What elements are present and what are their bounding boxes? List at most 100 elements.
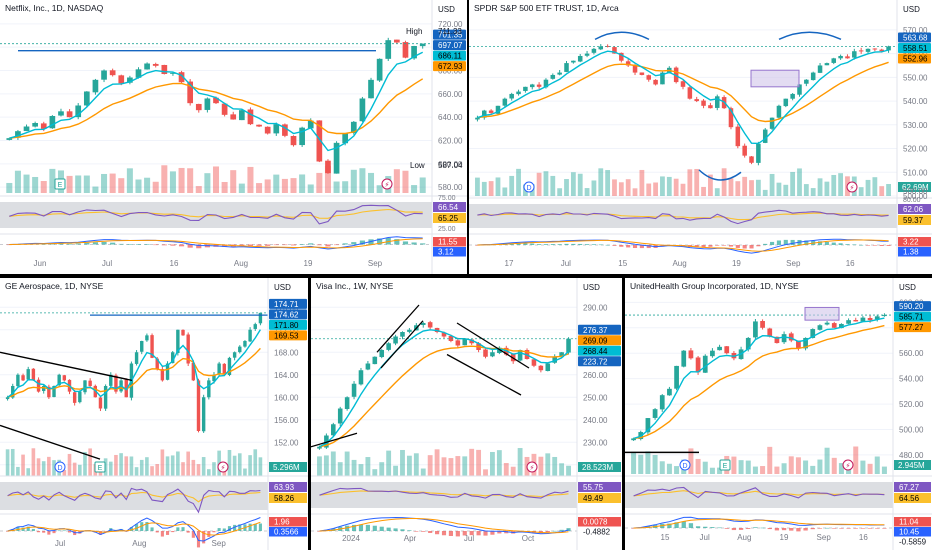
event-marker-label: E xyxy=(98,465,103,472)
volume-bar xyxy=(749,180,754,196)
volume-bar xyxy=(552,456,558,476)
volume-bar xyxy=(867,463,873,474)
candle-body xyxy=(114,375,118,392)
candle-body xyxy=(545,363,551,372)
macd-histogram-bar xyxy=(92,242,99,245)
volume-bar xyxy=(666,176,672,196)
macd-histogram-bar xyxy=(31,528,35,531)
volume-bar xyxy=(745,460,751,474)
macd-histogram-bar xyxy=(407,530,412,531)
macd-histogram-bar xyxy=(817,241,823,245)
macd-histogram-bar xyxy=(351,242,357,245)
macd-histogram-bar xyxy=(273,244,279,246)
netflix-chart-panel[interactable]: USD720.00700.00680.00660.00640.00620.006… xyxy=(0,0,467,274)
macd-histogram-bar xyxy=(394,239,400,245)
candle-body xyxy=(23,126,30,132)
volume-bar xyxy=(186,451,190,476)
price-tick-label: 250.00 xyxy=(583,393,608,402)
volume-bar xyxy=(195,186,202,193)
split-event-icon xyxy=(217,461,229,473)
candle-body xyxy=(238,110,245,121)
volume-bar xyxy=(78,464,82,476)
fast-moving-average xyxy=(633,317,885,440)
candle-body xyxy=(745,337,751,350)
time-tick-label: Aug xyxy=(132,539,146,548)
visa-chart-panel[interactable]: USD290.00280.00270.00260.00250.00240.002… xyxy=(311,278,622,550)
volume-bar xyxy=(652,454,658,474)
candle-body xyxy=(584,53,590,56)
candle-body xyxy=(483,349,488,357)
candle-body xyxy=(605,46,610,48)
time-tick-label: Jun xyxy=(34,259,47,268)
right-arc xyxy=(778,31,842,41)
candle-body xyxy=(118,75,125,84)
macd-histogram-bar xyxy=(135,524,139,531)
macd-histogram-bar xyxy=(222,244,228,247)
price-tick-label: 290.00 xyxy=(583,303,608,312)
macd-histogram-bar xyxy=(104,531,108,532)
candle-body xyxy=(161,64,168,74)
macd-histogram-bar xyxy=(738,528,744,530)
candle-body xyxy=(536,84,542,87)
event-marker-label: ⚡ xyxy=(846,462,851,470)
macd-signal-line xyxy=(7,521,261,536)
candle-body xyxy=(170,72,176,74)
dividend-event-icon xyxy=(54,461,66,473)
volume-bar xyxy=(227,449,232,476)
macd-histogram-bar xyxy=(803,528,808,531)
macd-histogram-bar xyxy=(26,526,30,531)
candle-body xyxy=(552,356,557,363)
dividend-event-icon xyxy=(523,181,535,193)
volume-bar xyxy=(324,165,331,193)
candle-body xyxy=(865,48,871,52)
candle-body xyxy=(15,131,21,138)
candle-body xyxy=(502,98,508,106)
event-marker-label: ⚡ xyxy=(850,184,855,192)
macd-histogram-bar xyxy=(724,528,729,529)
consolidation-box xyxy=(750,69,800,88)
volume-bar xyxy=(221,181,228,193)
chart-title: Visa Inc., 1W, NYSE xyxy=(316,281,394,291)
rsi-value: 62.06 xyxy=(903,205,924,214)
macd-histogram-bar xyxy=(127,244,133,245)
candle-body xyxy=(144,63,150,70)
macd-value: -0.4882 xyxy=(583,528,611,537)
macd-histogram-bar xyxy=(735,245,740,248)
candle-body xyxy=(109,70,116,76)
unh-chart-panel[interactable]: USD600.00580.00560.00540.00520.00500.004… xyxy=(625,278,932,550)
candle-body xyxy=(230,114,237,120)
macd-histogram-bar xyxy=(290,244,297,246)
slow-moving-average xyxy=(633,324,885,440)
macd-histogram-bar xyxy=(746,528,751,529)
volume-bar xyxy=(688,448,694,474)
volume-bar xyxy=(566,465,571,476)
macd-histogram-bar xyxy=(155,531,159,533)
ge-chart-panel[interactable]: USD176.00172.00168.00164.00160.00156.001… xyxy=(0,278,308,550)
price-label-text: 590.20 xyxy=(899,302,924,311)
volume-bar xyxy=(316,172,323,193)
rsi-band xyxy=(469,204,897,228)
price-tick-label: 540.00 xyxy=(903,97,928,106)
candle-body xyxy=(475,117,480,120)
macd-histogram-bar xyxy=(265,244,271,246)
candle-body xyxy=(577,55,583,62)
rsi-line xyxy=(7,487,261,514)
volume-bar xyxy=(516,168,521,196)
macd-histogram-bar xyxy=(359,240,365,245)
macd-histogram-bar xyxy=(810,528,815,530)
rsi-value-chip xyxy=(898,204,931,214)
volume-bar xyxy=(783,184,789,196)
volume-bar xyxy=(342,181,349,193)
volume-bar xyxy=(708,174,713,196)
volume-chip xyxy=(269,462,307,472)
chart-title: UnitedHealth Group Incorporated, 1D, NYS… xyxy=(630,281,799,291)
candle-body xyxy=(324,435,329,448)
spy-chart-panel[interactable]: USD570.00560.00550.00540.00530.00520.005… xyxy=(469,0,932,274)
candle-body xyxy=(708,105,713,109)
candle-body xyxy=(804,79,809,84)
volume-bar xyxy=(564,179,569,196)
volume-bar xyxy=(881,466,887,474)
volume-bar xyxy=(483,469,488,476)
volume-bar xyxy=(317,456,322,476)
macd-histogram-bar xyxy=(728,245,734,247)
